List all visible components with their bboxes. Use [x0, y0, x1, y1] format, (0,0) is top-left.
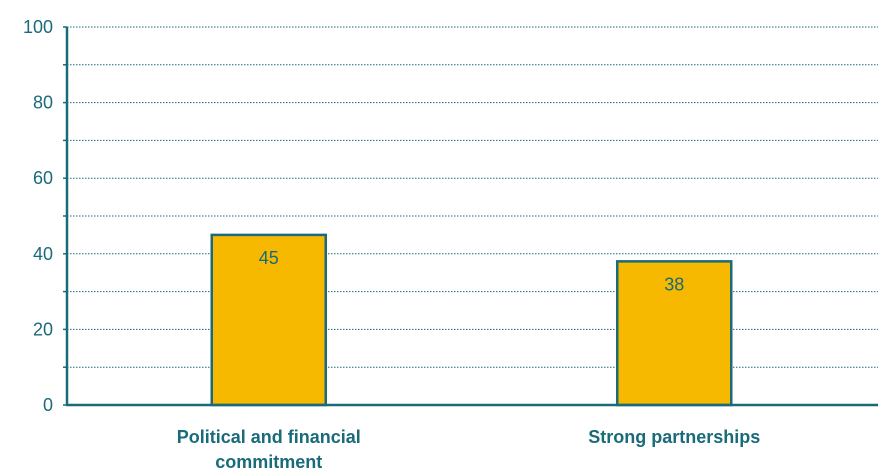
y-tick-label: 0	[43, 395, 53, 415]
y-tick-label: 20	[33, 319, 53, 339]
y-tick-labels: 0 20 40 60 80 100	[23, 17, 53, 415]
y-tick-label: 60	[33, 168, 53, 188]
data-label: 45	[259, 248, 279, 268]
bar	[210, 233, 327, 407]
data-labels: 45 38	[259, 248, 685, 294]
x-tick-label: Strong partnerships	[588, 427, 760, 447]
bar	[616, 260, 733, 407]
x-tick-labels: Political and financial commitment Strong …	[177, 427, 761, 472]
y-tick-label: 80	[33, 93, 53, 113]
bars	[210, 233, 733, 407]
gridlines	[67, 26, 878, 368]
y-tick-label: 100	[23, 17, 53, 37]
axes	[63, 26, 878, 407]
y-tick-label: 40	[33, 244, 53, 264]
x-tick-label: Political and financial	[177, 427, 361, 447]
data-label: 38	[664, 274, 684, 294]
x-tick-label: commitment	[215, 452, 322, 472]
